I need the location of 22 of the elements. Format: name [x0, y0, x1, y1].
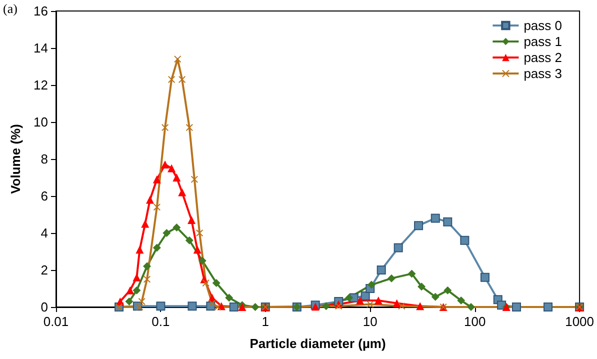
y-tick-label: 8: [40, 152, 48, 166]
x-tick-label: 10: [362, 314, 378, 329]
x-tick-label: 1: [262, 314, 270, 329]
y-tick-label: 0: [40, 300, 48, 314]
y-tick-label: 2: [40, 262, 48, 278]
y-tick-label: 14: [34, 40, 48, 56]
text: (a): [3, 1, 18, 16]
y-axis-title: Volume (%): [8, 124, 23, 194]
x-tick-label: 0.01: [43, 314, 69, 329]
legend-label: pass 2: [524, 50, 562, 65]
y-tick-label: 10: [34, 114, 48, 130]
legend-label: pass 0: [524, 18, 562, 33]
legend-label: pass 3: [524, 66, 562, 81]
x-axis-title: Particle diameter (µm): [250, 336, 386, 351]
y-tick-label: 4: [40, 226, 48, 240]
x-tick-label: 1000: [565, 314, 594, 329]
legend-label: pass 1: [524, 34, 562, 49]
y-tick-label: 6: [40, 188, 48, 204]
x-tick-label: 0.1: [152, 314, 170, 329]
y-tick-label: 16: [34, 4, 48, 18]
y-tick-label: 12: [34, 78, 48, 92]
x-tick-label: 100: [464, 314, 486, 329]
